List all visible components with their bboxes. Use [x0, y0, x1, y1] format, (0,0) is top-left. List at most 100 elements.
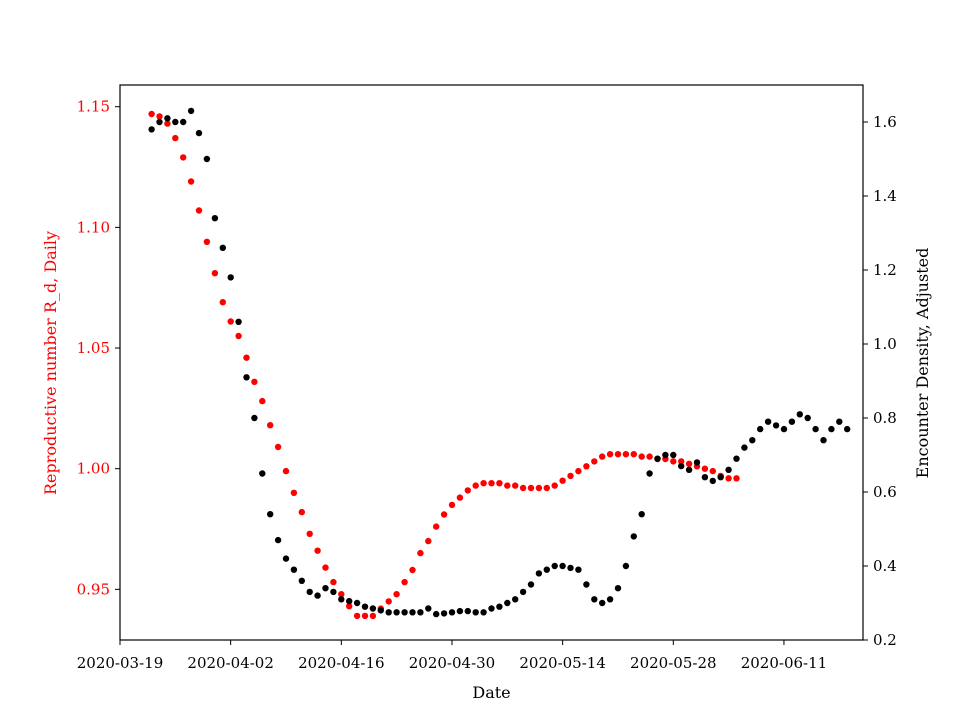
encounter-density-point — [543, 566, 550, 573]
reproductive-number-point — [622, 451, 630, 458]
reproductive-number-point — [425, 537, 432, 545]
reproductive-number-point — [306, 530, 313, 537]
reproductive-number-point — [456, 494, 464, 501]
encounter-density-point — [440, 610, 448, 617]
encounter-density-point — [259, 470, 266, 477]
encounter-density-point — [670, 451, 677, 459]
encounter-density-point — [433, 610, 440, 618]
reproductive-number-point — [433, 523, 440, 530]
encounter-density-point — [203, 155, 211, 163]
reproductive-number-point — [725, 475, 732, 482]
reproductive-number-point — [709, 467, 716, 475]
left-y-tick-label: 1.05 — [77, 339, 110, 357]
encounter-density-point — [235, 318, 242, 325]
encounter-density-point — [346, 597, 353, 605]
encounter-density-point — [788, 418, 796, 425]
encounter-density-point — [764, 418, 772, 425]
encounter-density-point — [701, 474, 709, 481]
reproductive-number-point — [346, 603, 353, 610]
reproductive-number-point — [472, 482, 479, 489]
data-points — [148, 107, 851, 620]
encounter-density-point — [733, 455, 740, 462]
right-y-tick-label: 0.6 — [873, 483, 897, 501]
reproductive-number-point — [251, 378, 258, 385]
encounter-density-point — [425, 605, 432, 612]
encounter-density-point — [243, 374, 250, 381]
x-tick-label: 2020-05-28 — [630, 654, 716, 672]
encounter-density-point — [646, 470, 653, 477]
reproductive-number-point — [575, 467, 582, 475]
left-y-axis-label: Reproductive number R_d, Daily — [41, 231, 60, 495]
reproductive-number-point — [614, 451, 622, 458]
x-axis: 2020-03-19 2020-04-02 2020-04-16 2020-04-30… — [77, 640, 827, 672]
encounter-density-point — [330, 588, 337, 596]
right-y-tick-label: 1.4 — [873, 187, 897, 205]
encounter-density-point — [741, 444, 748, 451]
encounter-density-point — [464, 607, 471, 615]
plot-area — [119, 84, 864, 641]
reproductive-number-point — [290, 489, 298, 496]
reproductive-number-point — [369, 612, 377, 620]
reproductive-number-point — [646, 453, 653, 460]
reproductive-number-point — [361, 612, 369, 620]
encounter-density-point — [559, 562, 566, 570]
reproductive-number-point — [409, 566, 416, 574]
encounter-density-point — [820, 437, 827, 444]
reproductive-number-point — [685, 460, 693, 467]
left-y-tick-label: 0.95 — [77, 580, 110, 598]
reproductive-number-point — [448, 501, 456, 509]
reproductive-number-point — [314, 547, 321, 554]
encounter-density-point — [156, 118, 163, 126]
reproductive-number-point — [298, 508, 305, 516]
reproductive-number-point — [559, 477, 566, 484]
encounter-density-point — [717, 474, 724, 481]
reproductive-number-point — [243, 354, 250, 361]
encounter-density-point — [164, 115, 171, 122]
reproductive-number-point — [235, 332, 242, 340]
reproductive-number-point — [606, 451, 614, 458]
reproductive-number-point — [330, 578, 337, 586]
encounter-density-point — [535, 570, 543, 577]
encounter-density-point — [227, 274, 234, 281]
encounter-density-point — [456, 607, 464, 615]
encounter-density-point — [804, 414, 811, 422]
reproductive-number-point — [591, 458, 598, 465]
reproductive-number-point — [267, 422, 274, 429]
encounter-density-point — [187, 107, 195, 115]
encounter-density-point — [195, 129, 203, 137]
encounter-density-point — [796, 411, 803, 418]
encounter-density-point — [512, 596, 519, 603]
reproductive-number-point — [180, 154, 187, 161]
right-y-tick-label: 0.2 — [873, 631, 897, 649]
right-y-tick-label: 1.6 — [873, 113, 897, 131]
reproductive-number-point — [583, 463, 590, 470]
reproductive-number-point — [322, 564, 329, 571]
reproductive-number-point — [259, 397, 266, 405]
encounter-density-point — [504, 599, 511, 607]
right-y-axis: 0.2 0.4 0.6 0.8 1.0 1.2 1.4 1.6 — [863, 113, 897, 649]
reproductive-number-point — [519, 484, 527, 492]
reproductive-number-point — [440, 511, 448, 518]
reproductive-number-point — [543, 484, 550, 492]
encounter-density-point — [622, 562, 630, 570]
encounter-density-point — [606, 596, 614, 603]
encounter-density-point — [417, 609, 424, 616]
encounter-density-point — [290, 566, 298, 573]
encounter-density-point — [251, 414, 258, 422]
encounter-density-point — [369, 605, 377, 612]
encounter-density-point — [551, 562, 558, 570]
encounter-density-point — [274, 536, 282, 544]
encounter-density-point — [654, 455, 661, 462]
reproductive-number-point — [464, 487, 471, 494]
x-tick-label: 2020-04-30 — [409, 654, 495, 672]
reproductive-number-point — [630, 451, 637, 458]
reproductive-number-point — [203, 238, 211, 245]
encounter-density-point — [575, 566, 582, 573]
reproductive-number-point — [567, 472, 574, 480]
reproductive-number-point — [274, 443, 282, 451]
reproductive-number-point — [417, 549, 424, 557]
encounter-density-point — [591, 596, 598, 603]
left-y-tick-label: 1.15 — [77, 98, 110, 116]
reproductive-number-point — [187, 178, 195, 185]
